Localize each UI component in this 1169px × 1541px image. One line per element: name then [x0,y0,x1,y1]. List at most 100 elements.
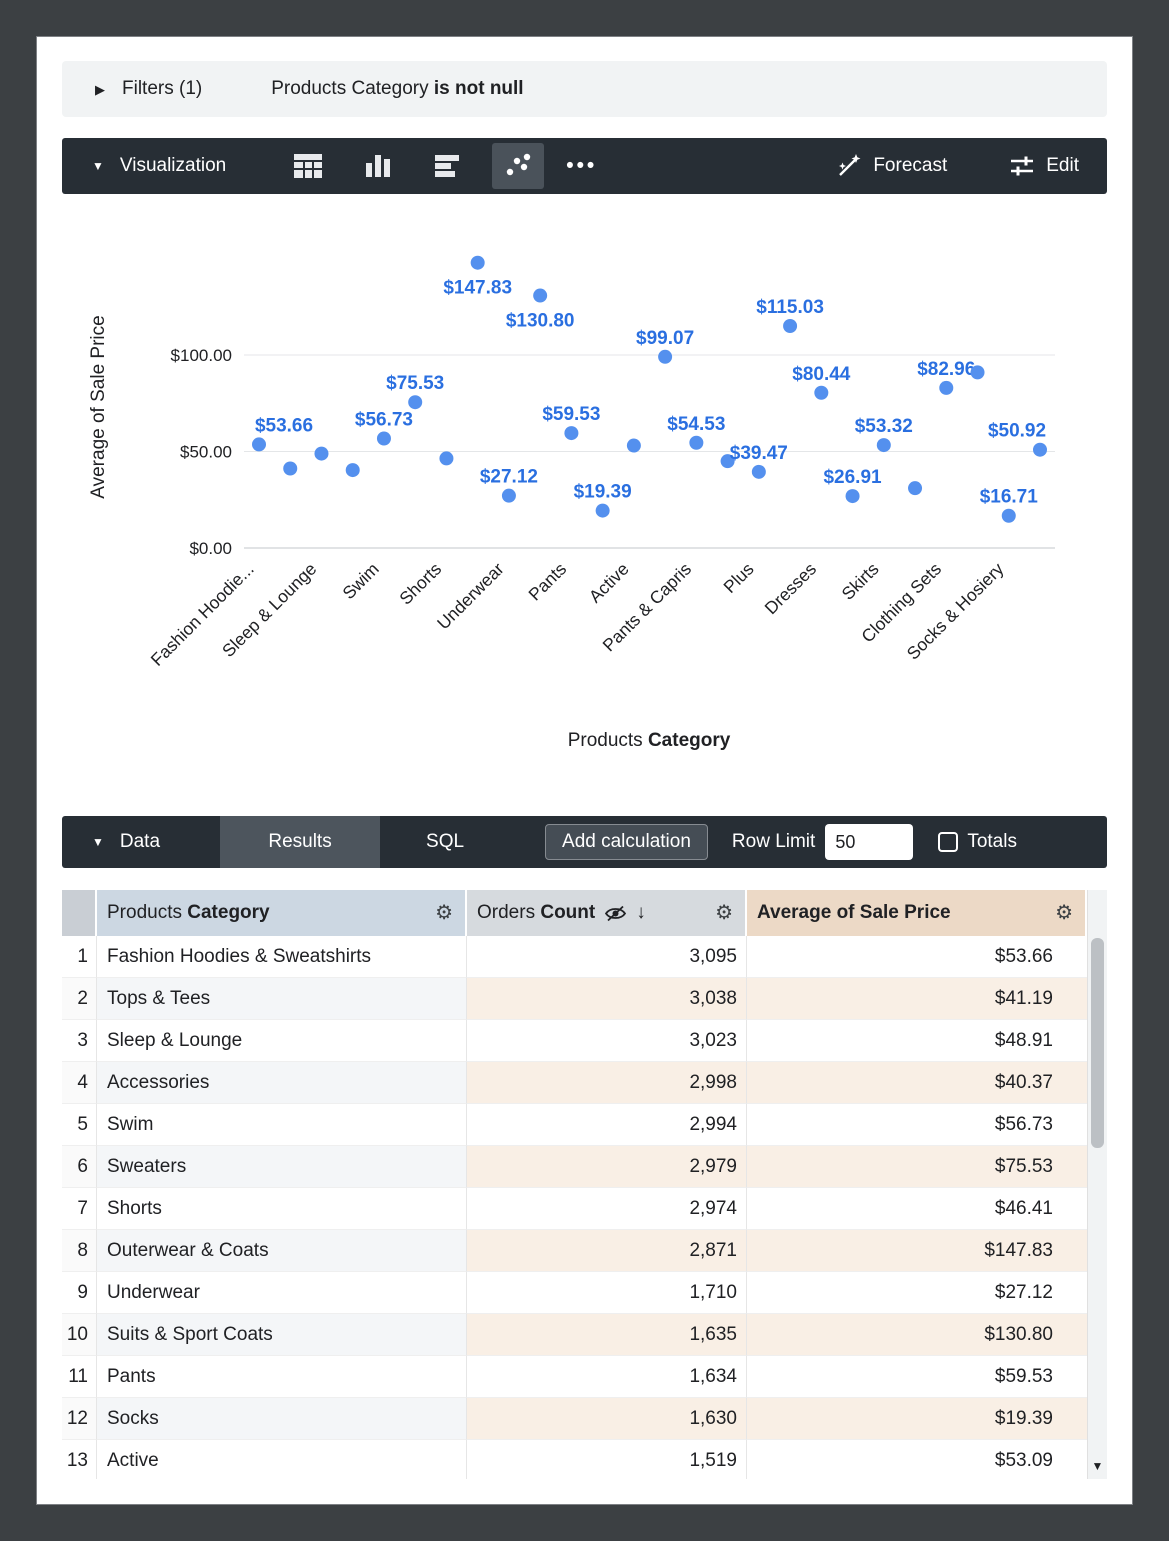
sale-price-cell[interactable]: $46.41 [747,1188,1087,1230]
scatter-point[interactable] [564,426,579,441]
orders-count-cell[interactable]: 3,023 [467,1020,747,1062]
orders-count-cell[interactable]: 2,979 [467,1146,747,1188]
scatter-point[interactable] [751,464,766,479]
tab-sql[interactable]: SQL [426,831,465,852]
table-chart-icon[interactable] [282,143,334,189]
scatter-point[interactable] [376,431,391,446]
scatter-point[interactable] [908,481,923,496]
orders-count-cell[interactable]: 1,635 [467,1314,747,1356]
scatter-point[interactable] [470,255,485,270]
scatter-point[interactable] [252,437,266,452]
sale-price-cell[interactable]: $53.09 [747,1440,1087,1479]
scatter-point[interactable] [408,395,423,410]
row-limit-input[interactable] [825,824,914,860]
sale-price-cell[interactable]: $59.53 [747,1356,1087,1398]
scatter-point[interactable] [345,463,360,478]
scatter-point[interactable] [845,489,860,504]
gear-icon[interactable]: ⚙ [435,902,453,924]
scatter-chart-icon[interactable] [492,143,545,189]
data-collapse-icon[interactable]: ▼ [92,835,104,849]
eye-slash-icon [605,905,627,921]
scatter-point[interactable] [1033,442,1047,457]
category-cell[interactable]: Accessories [97,1062,467,1104]
visualization-collapse-icon[interactable]: ▼ [92,159,104,173]
filters-expand-icon[interactable]: ▶ [95,81,105,97]
scatter-point[interactable] [314,446,329,461]
header-products-category[interactable]: Products Category ⚙ [97,890,467,936]
sale-price-cell[interactable]: $56.73 [747,1104,1087,1146]
column-chart-icon[interactable] [352,143,404,189]
sale-price-cell[interactable]: $40.37 [747,1062,1087,1104]
scatter-point[interactable] [720,454,735,469]
scatter-point[interactable] [658,349,673,364]
category-cell[interactable]: Tops & Tees [97,978,467,1020]
category-cell[interactable]: Suits & Sport Coats [97,1314,467,1356]
scrollbar-thumb[interactable] [1091,938,1104,1148]
point-value-label: $53.32 [855,416,913,437]
scatter-point[interactable] [501,488,516,503]
sale-price-cell[interactable]: $41.19 [747,978,1087,1020]
filters-title[interactable]: Filters (1) [122,78,203,99]
filter-field: Products Category [271,78,429,99]
totals-checkbox[interactable] [938,832,959,852]
table-row: 8 Outerwear & Coats 2,871 $147.83 [62,1230,1107,1272]
gear-icon[interactable]: ⚙ [1055,902,1073,924]
scatter-point[interactable] [783,318,798,333]
sale-price-cell[interactable]: $130.80 [747,1314,1087,1356]
category-cell[interactable]: Shorts [97,1188,467,1230]
orders-count-cell[interactable]: 2,994 [467,1104,747,1146]
scatter-point[interactable] [814,385,829,400]
bar-chart-icon[interactable] [422,143,474,189]
orders-count-cell[interactable]: 3,095 [467,936,747,978]
sale-price-cell[interactable]: $19.39 [747,1398,1087,1440]
orders-count-cell[interactable]: 1,634 [467,1356,747,1398]
category-cell[interactable]: Pants [97,1356,467,1398]
header-average-sale-price[interactable]: Average of Sale Price ⚙ [747,890,1087,936]
header-orders-label: Orders Count ↓ [477,902,646,923]
category-cell[interactable]: Socks [97,1398,467,1440]
orders-count-cell[interactable]: 1,519 [467,1440,747,1479]
scatter-point[interactable] [439,451,454,466]
header-orders-count[interactable]: Orders Count ↓ ⚙ [467,890,747,936]
scatter-point[interactable] [876,438,891,453]
scatter-point[interactable] [970,365,985,380]
point-value-label: $50.92 [988,421,1046,442]
category-cell[interactable]: Sleep & Lounge [97,1020,467,1062]
category-cell[interactable]: Sweaters [97,1146,467,1188]
point-value-label: $26.91 [823,467,882,488]
orders-count-cell[interactable]: 2,974 [467,1188,747,1230]
category-cell[interactable]: Outerwear & Coats [97,1230,467,1272]
orders-count-cell[interactable]: 1,710 [467,1272,747,1314]
more-viz-options-icon[interactable]: ••• [566,154,598,177]
scrollbar-down-arrow[interactable]: ▼ [1091,1459,1104,1473]
sale-price-cell[interactable]: $75.53 [747,1146,1087,1188]
sale-price-cell[interactable]: $27.12 [747,1272,1087,1314]
table-scrollbar[interactable]: ▼ [1087,890,1107,1479]
row-number: 5 [62,1104,97,1146]
gear-icon[interactable]: ⚙ [715,902,733,924]
orders-count-cell[interactable]: 1,630 [467,1398,747,1440]
category-cell[interactable]: Underwear [97,1272,467,1314]
orders-count-cell[interactable]: 2,871 [467,1230,747,1272]
scatter-point[interactable] [533,288,548,303]
orders-count-cell[interactable]: 3,038 [467,978,747,1020]
scatter-point[interactable] [626,438,641,453]
add-calculation-button[interactable]: Add calculation [545,824,708,860]
edit-button[interactable]: Edit [1009,153,1079,179]
scatter-point[interactable] [595,503,610,518]
scatter-point[interactable] [939,380,954,395]
sale-price-cell[interactable]: $48.91 [747,1020,1087,1062]
category-cell[interactable]: Active [97,1440,467,1479]
scatter-point[interactable] [689,435,704,450]
sale-price-cell[interactable]: $53.66 [747,936,1087,978]
scatter-point[interactable] [283,461,298,476]
scatter-point[interactable] [1001,508,1016,523]
tab-results[interactable]: Results [220,816,381,868]
scatter-chart-glyph [507,153,531,176]
forecast-button[interactable]: Forecast [836,153,947,179]
category-cell[interactable]: Fashion Hoodies & Sweatshirts [97,936,467,978]
filter-expression[interactable]: Products Category is not null [271,78,523,100]
orders-count-cell[interactable]: 2,998 [467,1062,747,1104]
category-cell[interactable]: Swim [97,1104,467,1146]
sale-price-cell[interactable]: $147.83 [747,1230,1087,1272]
